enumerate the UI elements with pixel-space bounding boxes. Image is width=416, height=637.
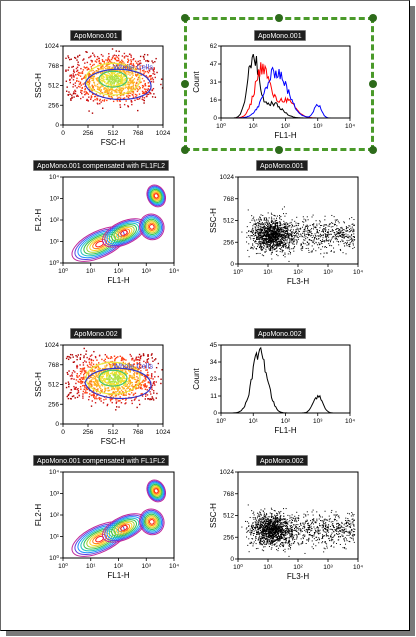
page-shadow-right xyxy=(410,6,415,636)
resize-handle[interactable] xyxy=(369,80,377,88)
resize-handle[interactable] xyxy=(369,14,377,22)
plot-title[interactable]: ApoMono.001 xyxy=(70,30,122,41)
resize-handle[interactable] xyxy=(275,14,283,22)
plot-title[interactable]: ApoMono.001 compensated with FL1FL2 xyxy=(33,160,170,171)
resize-handle[interactable] xyxy=(181,146,189,154)
resize-handle[interactable] xyxy=(181,80,189,88)
selection-frame[interactable] xyxy=(184,17,374,151)
resize-handle[interactable] xyxy=(369,146,377,154)
plot-title[interactable]: ApoMono.002 xyxy=(70,328,122,339)
page-shadow-bottom xyxy=(6,631,415,636)
plot-title[interactable]: ApoMono.001 compensated with FL1FL2 xyxy=(33,455,170,466)
resize-handle[interactable] xyxy=(275,146,283,154)
plot-title[interactable]: ApoMono.002 xyxy=(256,455,308,466)
resize-handle[interactable] xyxy=(181,14,189,22)
plot-title[interactable]: ApoMono.002 xyxy=(254,328,306,339)
plot-title[interactable]: ApoMono.001 xyxy=(256,160,308,171)
